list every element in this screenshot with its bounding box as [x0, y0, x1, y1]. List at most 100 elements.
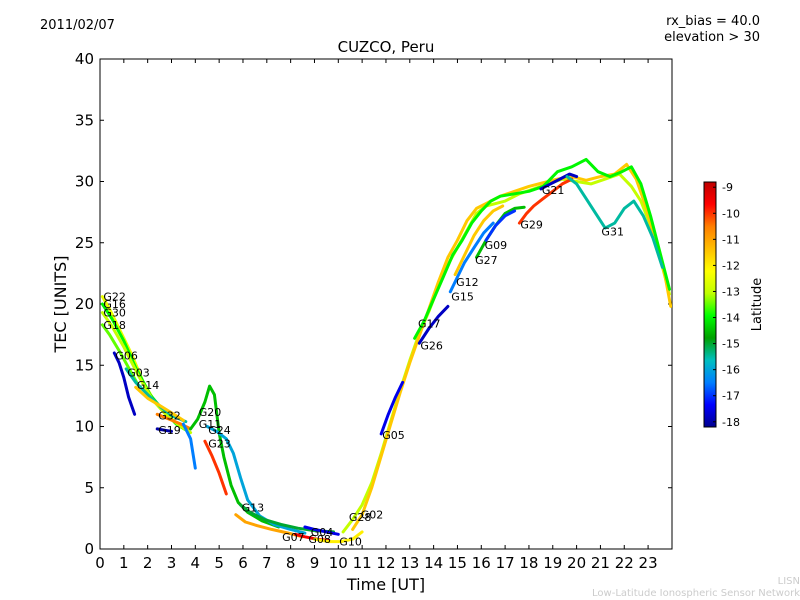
y-tick-label: 15 [75, 356, 94, 374]
x-tick-label: 21 [591, 554, 610, 572]
plot-frame [99, 58, 673, 550]
series-g15 [448, 221, 495, 294]
series-g02 [351, 162, 672, 531]
series-g23 [203, 439, 228, 496]
series-g18 [100, 323, 140, 387]
y-tick-label: 35 [75, 111, 94, 129]
satellite-label-g03: G03 [127, 367, 150, 380]
series-g05 [379, 380, 405, 436]
satellite-label-g16: G16 [103, 298, 126, 311]
satellite-label-g19: G19 [158, 424, 181, 437]
x-tick-label: 15 [448, 554, 467, 572]
series-group [100, 157, 672, 544]
satellite-label-g17: G17 [418, 318, 441, 331]
satellite-label-g07: G07 [282, 531, 305, 544]
series-g06 [112, 351, 137, 416]
watermark: LISN Low-Latitude Ionospheric Sensor Net… [592, 576, 800, 600]
satellite-label-g32: G32 [158, 409, 181, 422]
x-tick-label: 2 [143, 554, 153, 572]
y-axis-label: TEC [UNITS] [51, 256, 70, 354]
satellite-label-g18: G18 [103, 319, 126, 332]
satellite-label-g22: G22 [103, 291, 126, 304]
satellite-label-g29: G29 [520, 218, 543, 231]
series-g19 [155, 427, 173, 433]
watermark-network: Low-Latitude Ionospheric Sensor Network [592, 588, 800, 599]
x-tick-label: 8 [286, 554, 296, 572]
series-g12 [453, 204, 505, 277]
colorbar-tick-label: -12 [722, 259, 740, 272]
series-g29 [517, 177, 574, 225]
satellite-label-g08: G08 [308, 533, 331, 546]
colorbar-tick-label: -17 [722, 390, 740, 403]
elevation-label: elevation > 30 [664, 30, 760, 45]
satellite-label-g27: G27 [475, 254, 498, 267]
y-tick-label: 40 [75, 50, 94, 68]
x-tick-label: 17 [496, 554, 515, 572]
x-tick-label: 18 [519, 554, 538, 572]
colorbar-tick-label: -14 [722, 312, 740, 325]
x-tick-label: 3 [167, 554, 177, 572]
series-g04 [303, 525, 340, 536]
satellite-label-g20: G20 [199, 406, 222, 419]
series-g17 [413, 157, 671, 340]
x-tick-label: 20 [567, 554, 586, 572]
x-tick-label: 6 [238, 554, 248, 572]
x-tick-label: 12 [376, 554, 395, 572]
colorbar [703, 181, 717, 428]
satellite-label-g12: G12 [456, 276, 479, 289]
colorbar-tick-label: -18 [722, 416, 740, 429]
x-tick-label: 16 [472, 554, 491, 572]
series-g31 [565, 175, 664, 269]
satellite-label-g24: G24 [208, 424, 231, 437]
colorbar-tick-label: -16 [722, 364, 740, 377]
series-g14 [134, 385, 185, 422]
y-tick-label: 10 [75, 418, 94, 436]
series-g11 [181, 422, 197, 470]
colorbar-tick-label: -11 [722, 233, 740, 246]
y-tick-label: 5 [84, 479, 94, 497]
rx-bias-label: rx_bias = 40.0 [666, 14, 760, 29]
series-g07 [234, 513, 305, 539]
series-g24 [205, 425, 307, 535]
x-tick-label: 11 [353, 554, 372, 572]
x-tick-label: 14 [424, 554, 443, 572]
y-tick-label: 30 [75, 173, 94, 191]
y-tick-label: 25 [75, 234, 94, 252]
x-tick-label: 23 [639, 554, 658, 572]
date-label: 2011/02/07 [40, 18, 115, 33]
satellite-label-g23: G23 [208, 438, 231, 451]
colorbar-tick-label: -10 [722, 207, 740, 220]
satellite-label-g26: G26 [420, 340, 443, 353]
x-tick-label: 19 [543, 554, 562, 572]
satellite-label-g02: G02 [361, 509, 384, 522]
series-g26 [417, 304, 450, 345]
satellite-label-g06: G06 [115, 349, 138, 362]
series-g10 [313, 530, 364, 544]
series-g21 [539, 172, 579, 191]
colorbar-tick-label: -15 [722, 338, 740, 351]
x-tick-label: 0 [95, 554, 105, 572]
x-axis-label: Time [UT] [346, 575, 425, 594]
x-tick-label: 13 [400, 554, 419, 572]
satellite-label-g13: G13 [242, 501, 265, 514]
satellite-label-g14: G14 [137, 379, 160, 392]
x-tick-label: 9 [310, 554, 320, 572]
satellite-label-g05: G05 [382, 429, 405, 442]
satellite-label-g30: G30 [103, 307, 126, 320]
satellite-label-g04: G04 [311, 526, 334, 539]
y-tick-label: 20 [75, 295, 94, 313]
satellite-label-g21: G21 [542, 184, 565, 197]
satellite-label-g09: G09 [485, 239, 508, 252]
x-tick-label: 4 [191, 554, 201, 572]
colorbar-tick-label: -13 [722, 285, 740, 298]
satellite-label-g10: G10 [339, 536, 362, 549]
series-g09 [484, 209, 517, 242]
satellite-label-g31: G31 [601, 226, 624, 239]
y-tick-label: 0 [84, 540, 94, 558]
colorbar-tick-label: -9 [722, 181, 733, 194]
chart-title: CUZCO, Peru [337, 38, 435, 56]
satellite-label-g15: G15 [451, 291, 474, 304]
watermark-lisn: LISN [777, 576, 800, 587]
satellite-label-g11: G11 [199, 418, 222, 431]
